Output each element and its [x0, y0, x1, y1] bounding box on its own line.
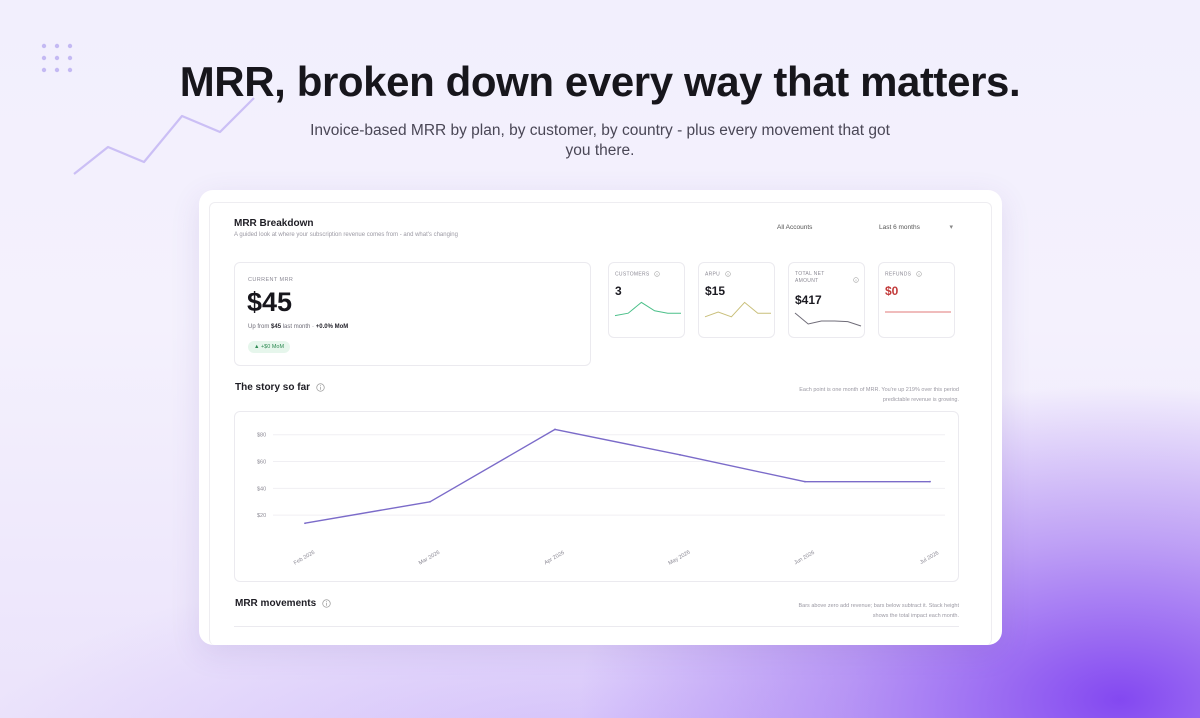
- comparison-suffix: last month ·: [282, 324, 315, 330]
- kpi-card-refunds[interactable]: REFUNDS $0: [878, 262, 955, 338]
- y-tick-label: $20: [257, 513, 266, 519]
- dashboard-panel: [209, 202, 992, 645]
- sparkline-series: [614, 301, 681, 317]
- x-tick-label: Feb 2026: [293, 550, 316, 567]
- x-tick-label: Jun 2026: [793, 550, 816, 567]
- movements-section-note: Bars above zero add revenue; bars below …: [798, 603, 959, 619]
- y-tick-label: $60: [257, 460, 266, 466]
- x-tick-label: Apr 2026: [543, 550, 565, 566]
- x-tick-label: May 2026: [668, 549, 692, 566]
- info-icon[interactable]: [316, 383, 325, 392]
- y-tick-label: $40: [257, 486, 266, 492]
- y-tick-label: $80: [257, 433, 266, 439]
- page-subtitle: A guided look at where your subscription…: [234, 232, 458, 238]
- kpi-value: $0: [885, 284, 899, 298]
- mom-change-badge: ▲ +$0 MoM: [248, 341, 291, 353]
- current-mrr-label: CURRENT MRR: [248, 277, 294, 283]
- kpi-value: $15: [705, 284, 726, 298]
- mrr-chart-svg: $20 $40 $60 $80 Feb 2026 Mar 2026 Apr 2026 May …: [257, 428, 945, 567]
- mrr-data-point: [554, 428, 556, 431]
- story-section-title: The story so far: [235, 382, 325, 393]
- info-icon[interactable]: [322, 599, 331, 608]
- kpi-card-total-net-amount[interactable]: TOTAL NET AMOUNT $417: [788, 262, 865, 338]
- kpi-label: REFUNDS: [885, 271, 922, 278]
- account-filter-select[interactable]: All Accounts: [777, 224, 813, 231]
- sparkline-series: [704, 301, 771, 318]
- kpi-label: CUSTOMERS: [615, 271, 660, 278]
- mrr-data-point: [804, 480, 806, 483]
- dashboard-card: MRR Breakdown A guided look at where you…: [199, 190, 1002, 645]
- story-section-note: Each point is one month of MRR. You're u…: [799, 387, 959, 403]
- movements-section-title: MRR movements: [235, 598, 331, 609]
- current-mrr-comparison: Up from $45 last month · +0.0% MoM: [248, 324, 348, 330]
- comparison-change: +0.0% MoM: [315, 324, 349, 330]
- decorative-dots: [41, 43, 73, 73]
- kpi-card-arpu[interactable]: ARPU $15: [698, 262, 775, 338]
- comparison-prefix: Up from: [248, 324, 270, 330]
- kpi-value: 3: [615, 284, 622, 298]
- chevron-down-icon: ▾: [949, 224, 953, 231]
- current-mrr-value: $45: [247, 287, 293, 317]
- current-mrr-card: CURRENT MRR $45 Up from $45 last month ·…: [234, 262, 591, 366]
- sparkline-series: [794, 312, 862, 327]
- info-icon: [853, 277, 859, 283]
- mrr-data-point: [679, 453, 681, 456]
- period-filter-label: Last 6 months: [879, 224, 920, 231]
- hero-subline: Invoice-based MRR by plan, by customer, …: [310, 122, 890, 159]
- mrr-data-point: [929, 480, 931, 483]
- info-icon: [916, 271, 922, 277]
- kpi-value: $417: [795, 293, 822, 307]
- mrr-line-chart: $20 $40 $60 $80 Feb 2026 Mar 2026 Apr 2026 May …: [234, 411, 959, 582]
- kpi-sparkline: [885, 311, 951, 313]
- mrr-series-line: [304, 428, 930, 524]
- kpi-sparkline: [794, 312, 862, 327]
- kpi-sparkline: [614, 301, 681, 317]
- mrr-data-point: [304, 522, 306, 525]
- hero-headline: MRR, broken down every way that matters.: [179, 58, 1021, 105]
- mrr-data-point: [429, 500, 431, 503]
- kpi-label: ARPU: [705, 271, 731, 278]
- kpi-sparkline: [704, 301, 771, 318]
- x-tick-label: Jul 2026: [919, 550, 940, 566]
- comparison-amount: $45: [271, 324, 282, 330]
- kpi-card-customers[interactable]: CUSTOMERS 3: [608, 262, 685, 338]
- x-tick-label: Mar 2026: [418, 550, 441, 567]
- info-icon: [654, 271, 660, 277]
- kpi-label: TOTAL NET AMOUNT: [795, 271, 825, 284]
- page-title: MRR Breakdown: [234, 218, 314, 229]
- movements-chart-top-border: [234, 626, 959, 627]
- period-filter-select[interactable]: Last 6 months ▾: [871, 220, 961, 238]
- info-icon: [725, 271, 731, 277]
- decorative-trend-line: [73, 97, 255, 175]
